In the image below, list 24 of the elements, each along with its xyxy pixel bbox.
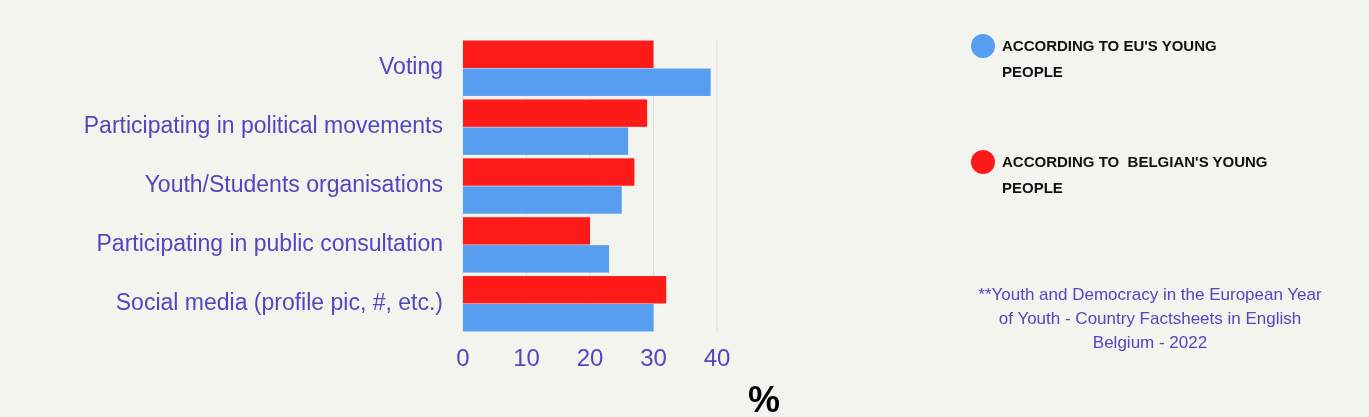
x-tick-label: 20 <box>576 344 604 371</box>
y-tick-label: Participating in political movements <box>83 112 443 139</box>
y-tick-label: Social media (profile pic, #, etc.) <box>115 288 443 315</box>
x-tick-label: 40 <box>703 344 731 371</box>
bar <box>463 276 667 304</box>
x-tick-label: 10 <box>513 344 540 371</box>
bar <box>463 68 711 96</box>
x-tick-label: 0 <box>456 344 470 371</box>
legend-label: ACCORDING TO BELGIAN'S YOUNG PEOPLE <box>1002 153 1268 196</box>
legend-label: ACCORDING TO EU'S YOUNG PEOPLE <box>1002 37 1217 80</box>
bar <box>463 40 654 68</box>
bar <box>463 158 635 186</box>
x-axis-title: % <box>747 379 781 417</box>
y-tick-label: Voting <box>379 53 443 80</box>
bar <box>463 127 629 155</box>
bar <box>463 186 622 214</box>
y-tick-label: Youth/Students organisations <box>144 171 443 198</box>
bar <box>463 245 610 273</box>
bar <box>463 217 590 245</box>
bar <box>463 99 648 127</box>
bar <box>463 304 654 332</box>
x-tick-label: 30 <box>640 344 667 371</box>
text: **Youth and Democracy in the European Year of Youth - Country Factsheets in English Belgium - 2022 <box>978 285 1323 352</box>
y-tick-label: Participating in public consultation <box>96 229 443 256</box>
